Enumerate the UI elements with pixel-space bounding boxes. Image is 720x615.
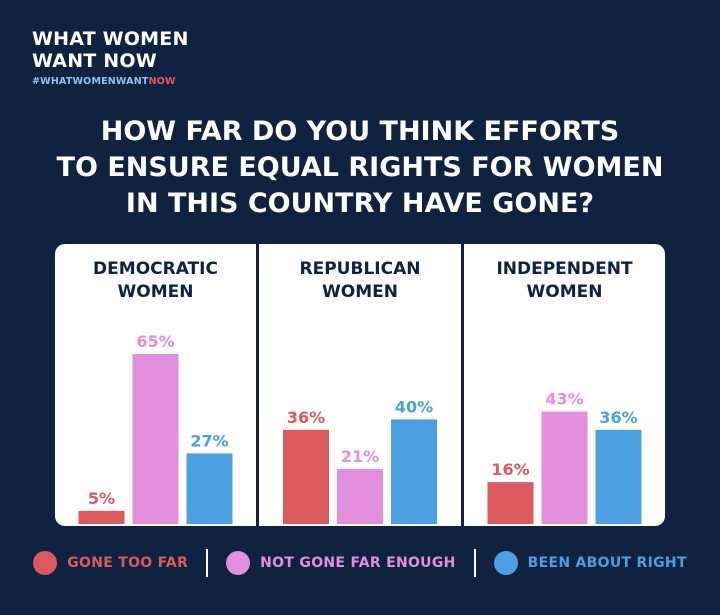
brand-line-2: WANT NOW xyxy=(32,50,189,72)
data-label-not-gone-far-enough: 65% xyxy=(136,332,174,351)
panel-independent: INDEPENDENT WOMEN 16% 43% 36% xyxy=(464,244,665,526)
legend-swatch xyxy=(33,551,57,575)
brand-line-1: WHAT WOMEN xyxy=(32,28,189,50)
data-label-been-about-right: 27% xyxy=(190,431,228,450)
bar-not-gone-far-enough xyxy=(133,354,179,524)
legend-label: NOT GONE FAR ENOUGH xyxy=(260,555,456,571)
data-label-gone-too-far: 5% xyxy=(88,489,115,508)
legend-item-gone-too-far: GONE TOO FAR xyxy=(33,551,188,575)
bar-been-about-right xyxy=(596,430,642,524)
bar-chart-democratic: 5% 65% 27% xyxy=(55,244,256,526)
legend: GONE TOO FAR NOT GONE FAR ENOUGH BEEN AB… xyxy=(0,548,720,578)
legend-item-been-about-right: BEEN ABOUT RIGHT xyxy=(494,551,687,575)
legend-swatch xyxy=(494,551,518,575)
panel-republican: REPUBLICAN WOMEN 36% 21% 40% xyxy=(259,244,461,526)
bar-gone-too-far xyxy=(79,511,125,524)
hashtag-part-b: NOW xyxy=(149,76,176,87)
headline-line-3: IN THIS COUNTRY HAVE GONE? xyxy=(0,186,720,222)
legend-item-not-gone-far-enough: NOT GONE FAR ENOUGH xyxy=(226,551,456,575)
headline-line-1: HOW FAR DO YOU THINK EFFORTS xyxy=(0,114,720,150)
hashtag-part-a: #WHATWOMENWANT xyxy=(32,76,149,87)
legend-label: BEEN ABOUT RIGHT xyxy=(528,555,687,571)
brand-logo: WHAT WOMEN WANT NOW #WHATWOMENWANTNOW xyxy=(32,28,189,87)
data-label-gone-too-far: 36% xyxy=(287,408,325,427)
chart-card: DEMOCRATIC WOMEN 5% 65% 27% REPUBLICAN WOM… xyxy=(55,244,665,526)
legend-separator xyxy=(474,549,476,577)
bar-chart-republican: 36% 21% 40% xyxy=(259,244,461,526)
bar-not-gone-far-enough xyxy=(542,412,588,524)
bar-gone-too-far xyxy=(488,482,534,524)
bar-been-about-right xyxy=(391,419,437,524)
brand-hashtag: #WHATWOMENWANTNOW xyxy=(32,76,189,87)
data-label-been-about-right: 40% xyxy=(395,397,433,416)
legend-swatch xyxy=(226,551,250,575)
legend-label: GONE TOO FAR xyxy=(67,555,188,571)
data-label-not-gone-far-enough: 43% xyxy=(545,390,583,409)
bar-not-gone-far-enough xyxy=(337,469,383,524)
bar-chart-independent: 16% 43% 36% xyxy=(464,244,665,526)
chart-headline: HOW FAR DO YOU THINK EFFORTS TO ENSURE E… xyxy=(0,114,720,222)
bar-been-about-right xyxy=(187,453,233,524)
bar-gone-too-far xyxy=(283,430,329,524)
data-label-been-about-right: 36% xyxy=(599,408,637,427)
legend-separator xyxy=(206,549,208,577)
data-label-not-gone-far-enough: 21% xyxy=(341,447,379,466)
panel-democratic: DEMOCRATIC WOMEN 5% 65% 27% xyxy=(55,244,256,526)
data-label-gone-too-far: 16% xyxy=(491,460,529,479)
headline-line-2: TO ENSURE EQUAL RIGHTS FOR WOMEN xyxy=(0,150,720,186)
